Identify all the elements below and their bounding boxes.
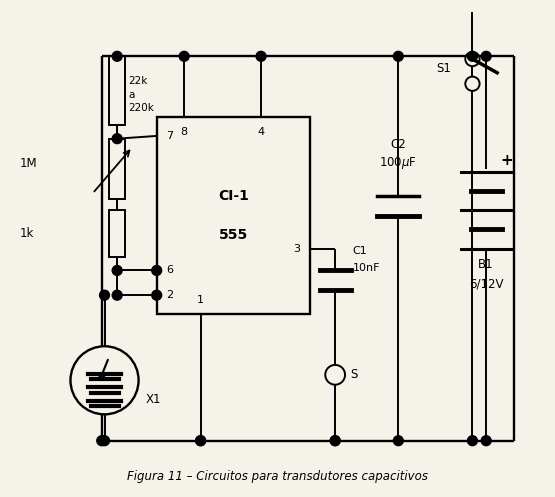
Text: CI-1: CI-1 [218,189,249,203]
Circle shape [112,51,122,61]
Circle shape [467,436,477,446]
Circle shape [256,51,266,61]
Circle shape [465,52,480,66]
Text: C2: C2 [390,138,406,151]
Text: 220k: 220k [128,103,154,113]
Text: 4: 4 [258,127,265,137]
Circle shape [70,346,139,414]
Circle shape [325,365,345,385]
Circle shape [465,77,480,91]
Text: 555: 555 [219,228,248,242]
Circle shape [97,436,107,446]
Text: X1: X1 [145,393,160,406]
Circle shape [196,436,205,446]
Circle shape [481,51,491,61]
Bar [109,210,125,257]
Circle shape [152,290,162,300]
Text: Figura 11 – Circuitos para transdutores capacitivos: Figura 11 – Circuitos para transdutores … [127,470,428,483]
Circle shape [393,436,403,446]
Text: 10nF: 10nF [353,263,380,273]
Text: +: + [500,153,513,168]
Text: 2: 2 [166,290,174,300]
Text: 8: 8 [180,127,188,137]
Circle shape [99,290,109,300]
Circle shape [330,436,340,446]
Text: 1k: 1k [19,227,34,240]
Circle shape [152,265,162,275]
Text: 6: 6 [166,265,174,275]
Text: 1: 1 [197,295,204,305]
Circle shape [99,436,109,446]
Circle shape [467,51,477,61]
Text: C1: C1 [353,246,367,256]
Circle shape [481,436,491,446]
Circle shape [393,51,403,61]
Circle shape [330,436,340,446]
Text: 22k: 22k [128,76,148,86]
Text: 3: 3 [294,244,301,253]
Text: 6/12V: 6/12V [469,278,503,291]
Circle shape [179,51,189,61]
Circle shape [112,134,122,144]
Text: 1M: 1M [19,157,37,170]
Text: a: a [128,90,134,100]
Text: 100$\mu$F: 100$\mu$F [380,156,417,171]
Bar [157,117,310,315]
Circle shape [196,436,205,446]
Circle shape [112,290,122,300]
Text: S1: S1 [437,62,452,75]
Text: 7: 7 [166,131,174,141]
Bar [109,139,125,199]
Circle shape [112,265,122,275]
Text: S: S [351,368,358,381]
Bar [109,56,125,125]
Text: B1: B1 [478,258,494,271]
